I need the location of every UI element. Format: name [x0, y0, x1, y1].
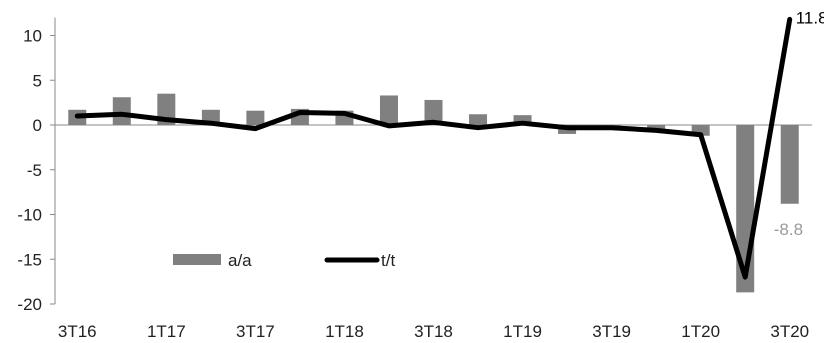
x-tick-label: 1T19 [503, 322, 542, 341]
data-label: 11.8 [796, 8, 824, 27]
x-axis: 3T16 1T17 3T17 1T18 3T18 1T19 3T19 1T20 3T20 [55, 124, 812, 341]
x-tick-label: 3T20 [770, 322, 809, 341]
legend-swatch-a-a [173, 254, 221, 265]
y-axis: 10 5 0 -5 -10 -15 -20 [17, 17, 56, 314]
y-tick-label: 10 [23, 27, 42, 46]
x-tick-label: 1T18 [325, 322, 364, 341]
bar-a-a [691, 125, 710, 136]
y-tick-label: 5 [33, 71, 42, 90]
x-tick-label: 3T18 [414, 322, 453, 341]
x-tick-label: 3T19 [592, 322, 631, 341]
legend: a/a t/t [173, 251, 395, 270]
bar-a-a [647, 125, 666, 131]
y-tick-label: -10 [17, 206, 42, 225]
y-tick-label: -5 [27, 161, 42, 180]
legend-label-t-t: t/t [381, 251, 395, 270]
data-label: -8.8 [774, 220, 803, 239]
x-tick-label: 3T17 [236, 322, 275, 341]
bar-a-a [513, 115, 532, 125]
bar-a-a [780, 125, 799, 204]
y-tick-label: -20 [17, 295, 42, 314]
legend-label-a-a: a/a [228, 251, 252, 270]
bar-a-a [246, 110, 265, 125]
series-line-t-t [74, 16, 793, 280]
x-tick-label: 1T20 [681, 322, 720, 341]
bar-a-a [379, 95, 398, 125]
bar-a-a [469, 114, 488, 125]
bar-a-a [112, 97, 131, 125]
bar-a-a [424, 99, 443, 125]
x-tick-label: 1T17 [147, 322, 186, 341]
data-labels: 11.8 -8.8 [774, 8, 824, 238]
y-tick-label: -15 [17, 250, 42, 269]
y-tick-label: 0 [33, 116, 42, 135]
x-tick-label: 3T16 [58, 322, 97, 341]
line-t-t [74, 16, 793, 280]
